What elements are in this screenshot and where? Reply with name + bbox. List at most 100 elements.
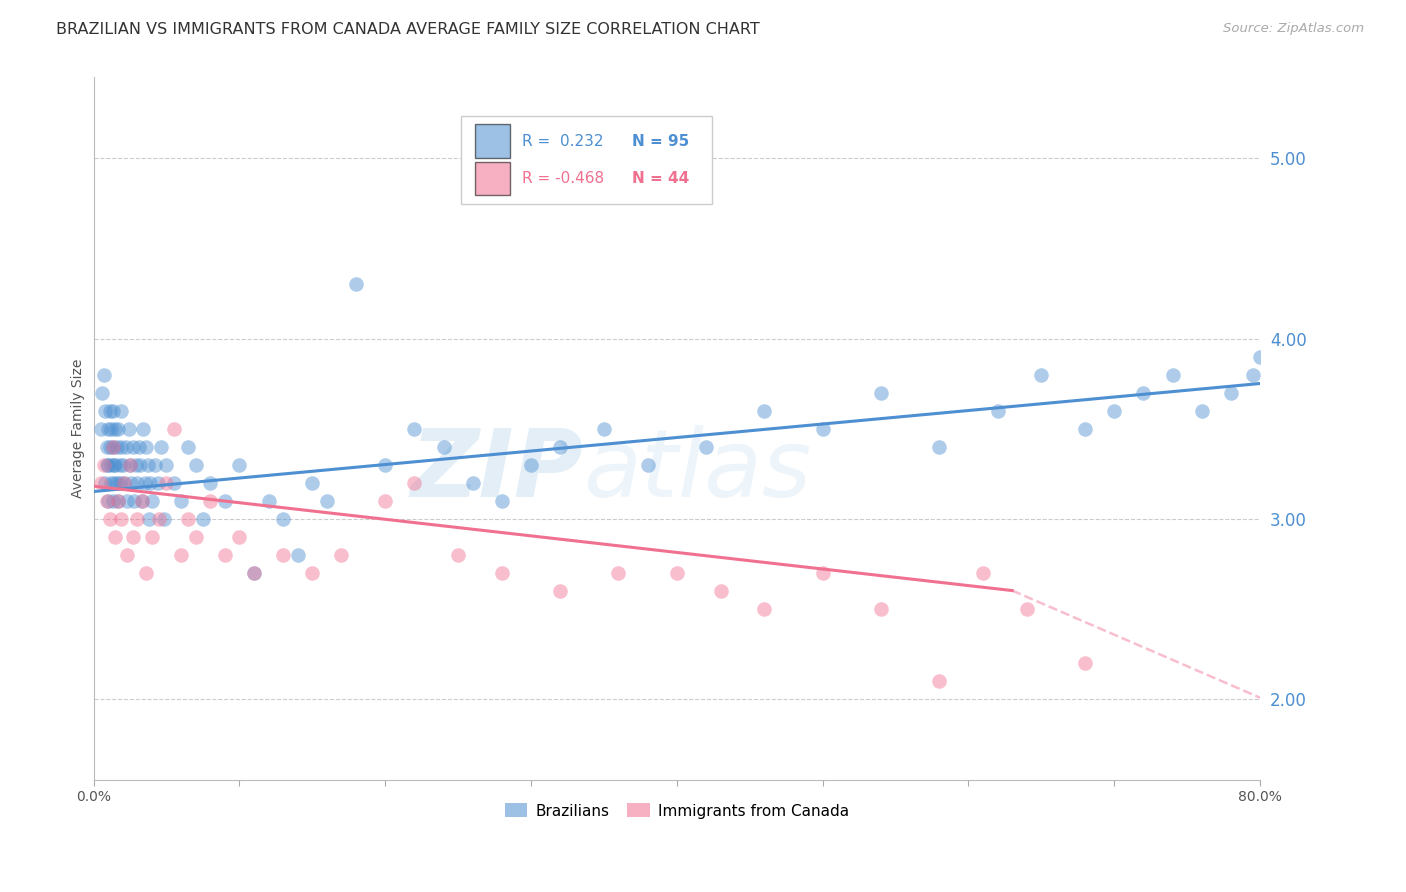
Point	[607, 566, 630, 580]
Text: R =  0.232: R = 0.232	[522, 134, 603, 149]
Point	[96, 493, 118, 508]
Point	[155, 475, 177, 490]
FancyBboxPatch shape	[475, 161, 510, 195]
Point	[107, 493, 129, 508]
Text: Source: ZipAtlas.com: Source: ZipAtlas.com	[1223, 22, 1364, 36]
Text: ZIP: ZIP	[411, 425, 583, 516]
Point	[118, 458, 141, 472]
Point	[93, 368, 115, 382]
Point	[96, 458, 118, 472]
Point	[118, 458, 141, 472]
Point	[243, 566, 266, 580]
Point	[152, 511, 174, 525]
Point	[100, 458, 122, 472]
Point	[301, 475, 323, 490]
Point	[112, 475, 135, 490]
Point	[404, 475, 426, 490]
Point	[695, 440, 717, 454]
Point	[184, 530, 207, 544]
Point	[330, 548, 353, 562]
Point	[177, 440, 200, 454]
Point	[754, 403, 776, 417]
Point	[1132, 385, 1154, 400]
Point	[163, 475, 186, 490]
Point	[103, 458, 125, 472]
Point	[101, 403, 124, 417]
Point	[122, 530, 145, 544]
Point	[129, 458, 152, 472]
Point	[93, 458, 115, 472]
Point	[155, 458, 177, 472]
Point	[90, 475, 112, 490]
Text: N = 95: N = 95	[633, 134, 690, 149]
Point	[870, 385, 893, 400]
Point	[107, 421, 129, 435]
Point	[115, 548, 138, 562]
Point	[128, 440, 150, 454]
Point	[104, 530, 127, 544]
Point	[149, 440, 172, 454]
Point	[108, 475, 131, 490]
Point	[170, 548, 193, 562]
Point	[214, 493, 236, 508]
Point	[111, 458, 134, 472]
Point	[98, 403, 121, 417]
Point	[928, 673, 950, 688]
Text: atlas: atlas	[583, 425, 811, 516]
Point	[163, 421, 186, 435]
Point	[987, 403, 1010, 417]
Point	[101, 440, 124, 454]
Point	[287, 548, 309, 562]
Point	[105, 475, 128, 490]
Point	[135, 566, 157, 580]
Point	[593, 421, 616, 435]
Point	[972, 566, 994, 580]
Point	[141, 530, 163, 544]
Point	[374, 458, 396, 472]
Point	[928, 440, 950, 454]
Point	[148, 511, 170, 525]
Point	[1249, 350, 1271, 364]
Point	[97, 421, 120, 435]
Point	[98, 440, 121, 454]
Point	[122, 440, 145, 454]
Text: BRAZILIAN VS IMMIGRANTS FROM CANADA AVERAGE FAMILY SIZE CORRELATION CHART: BRAZILIAN VS IMMIGRANTS FROM CANADA AVER…	[56, 22, 761, 37]
Point	[127, 511, 149, 525]
Point	[125, 458, 148, 472]
Point	[461, 475, 484, 490]
Point	[139, 475, 162, 490]
Point	[344, 277, 367, 292]
Point	[228, 530, 250, 544]
Point	[1161, 368, 1184, 382]
Point	[101, 440, 124, 454]
Point	[97, 458, 120, 472]
Point	[404, 421, 426, 435]
Point	[131, 493, 153, 508]
Point	[665, 566, 688, 580]
Point	[811, 421, 834, 435]
Point	[100, 421, 122, 435]
Point	[143, 458, 166, 472]
Point	[141, 493, 163, 508]
Point	[97, 493, 120, 508]
Point	[491, 493, 513, 508]
Point	[117, 421, 139, 435]
Point	[548, 440, 571, 454]
Point	[110, 403, 132, 417]
Point	[104, 458, 127, 472]
Text: R = -0.468: R = -0.468	[522, 171, 603, 186]
Point	[121, 475, 143, 490]
Point	[96, 440, 118, 454]
Point	[100, 475, 122, 490]
FancyBboxPatch shape	[461, 116, 711, 204]
Point	[112, 475, 135, 490]
Point	[103, 475, 125, 490]
Point	[1102, 403, 1125, 417]
Point	[432, 440, 454, 454]
Point	[228, 458, 250, 472]
Point	[114, 440, 136, 454]
Point	[1015, 601, 1038, 615]
Point	[108, 458, 131, 472]
Point	[127, 475, 149, 490]
Point	[131, 493, 153, 508]
